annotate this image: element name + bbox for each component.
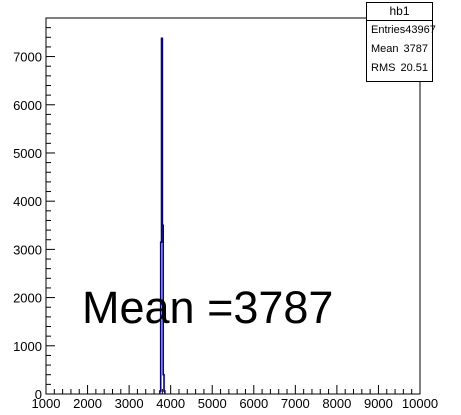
stats-row-mean: Mean 3787 <box>367 40 432 59</box>
stats-label: Mean <box>371 43 399 55</box>
y-axis: 0 1000 2000 3000 4000 5000 6000 7000 <box>13 17 55 402</box>
mean-annotation: Mean =3787 <box>82 282 334 333</box>
y-tick-label: 3000 <box>13 242 42 257</box>
stats-box: hb1 Entries 43967 Mean 3787 RMS 20.51 <box>366 2 436 82</box>
stats-label: Entries <box>371 24 406 36</box>
x-tick-label: 4000 <box>156 396 185 411</box>
stats-label: RMS <box>371 62 396 74</box>
x-tick-label: 3000 <box>115 396 144 411</box>
x-tick-label: 9000 <box>364 396 393 411</box>
x-tick-label: 1000 <box>32 396 61 411</box>
stats-value: 20.51 <box>400 62 428 74</box>
x-tick-label: 7000 <box>281 396 310 411</box>
histogram-series <box>159 37 166 394</box>
stats-value: 43967 <box>405 24 436 36</box>
x-tick-label: 2000 <box>73 396 102 411</box>
y-tick-label: 0 <box>35 387 42 402</box>
y-tick-label: 7000 <box>13 50 42 65</box>
x-tick-label: 8000 <box>322 396 351 411</box>
x-tick-label: 5000 <box>198 396 227 411</box>
y-tick-label: 2000 <box>13 291 42 306</box>
x-axis: 1000 2000 3000 4000 5000 6000 7000 8000 9000 1000… <box>32 385 438 411</box>
stats-value: 3787 <box>403 43 428 55</box>
stats-row-rms: RMS 20.51 <box>367 59 432 78</box>
y-tick-label: 4000 <box>13 194 42 209</box>
stats-row-entries: Entries 43967 <box>367 21 436 40</box>
y-tick-label: 1000 <box>13 339 42 354</box>
stats-title: hb1 <box>367 3 432 21</box>
plot-frame <box>45 17 421 395</box>
x-tick-label: 10000 <box>402 396 438 411</box>
y-tick-label: 5000 <box>13 146 42 161</box>
y-tick-label: 6000 <box>13 98 42 113</box>
x-tick-label: 6000 <box>239 396 268 411</box>
